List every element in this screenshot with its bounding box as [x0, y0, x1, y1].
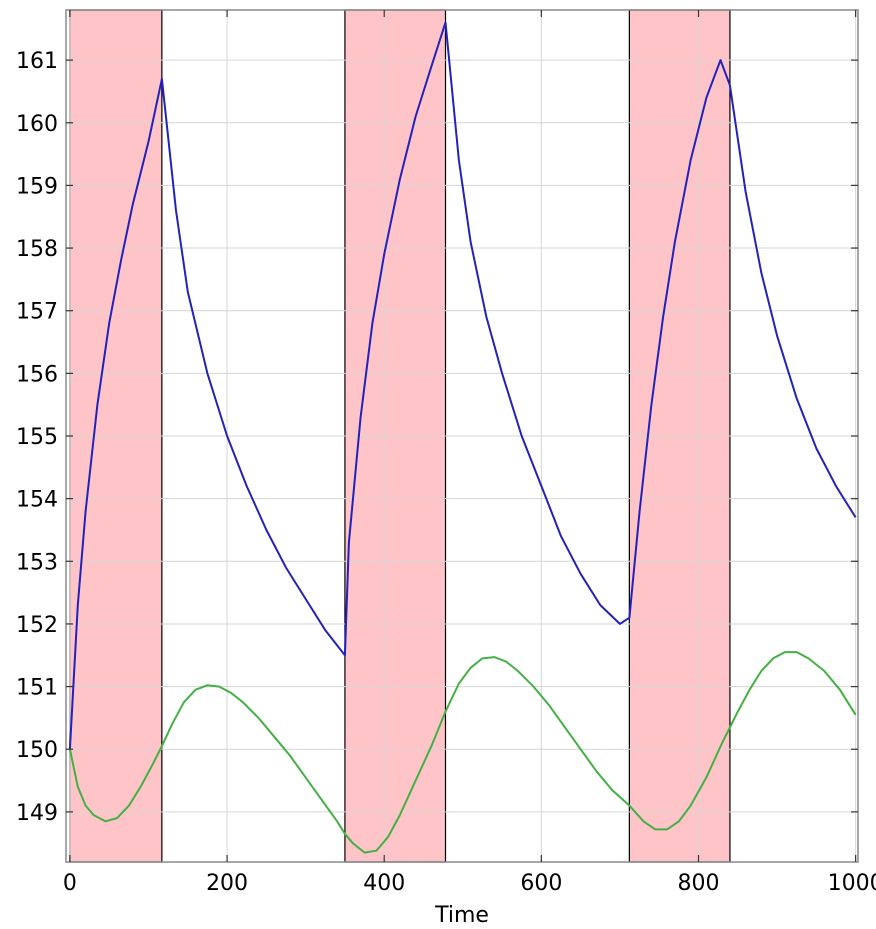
x-tick-label: 200: [206, 871, 248, 896]
y-tick-label: 155: [16, 425, 58, 450]
x-tick-label: 400: [363, 871, 405, 896]
series-line-1: [68, 21, 857, 750]
axis-ticks: 0 200 400 600 800 1000 149 150 151 152 153 154 155 15…: [16, 10, 876, 896]
y-tick-label: 151: [16, 676, 58, 701]
y-tick-label: 149: [16, 801, 58, 826]
x-tick-label: 1000: [828, 871, 876, 896]
y-tick-label: 159: [16, 174, 58, 199]
series-line-2: [68, 651, 857, 854]
y-tick-label: 157: [16, 300, 58, 325]
series-lines: [68, 21, 857, 854]
y-tick-label: 160: [16, 112, 58, 137]
y-tick-label: 161: [16, 49, 58, 74]
x-axis-title: Time: [434, 903, 489, 928]
y-tick-label: 156: [16, 362, 58, 387]
y-tick-label: 152: [16, 613, 58, 638]
y-tick-label: 150: [16, 738, 58, 763]
y-tick-label: 153: [16, 550, 58, 575]
x-tick-label: 600: [520, 871, 562, 896]
y-tick-label: 158: [16, 237, 58, 262]
x-tick-label: 0: [63, 871, 77, 896]
x-tick-label: 800: [678, 871, 720, 896]
y-tick-label: 154: [16, 488, 58, 513]
